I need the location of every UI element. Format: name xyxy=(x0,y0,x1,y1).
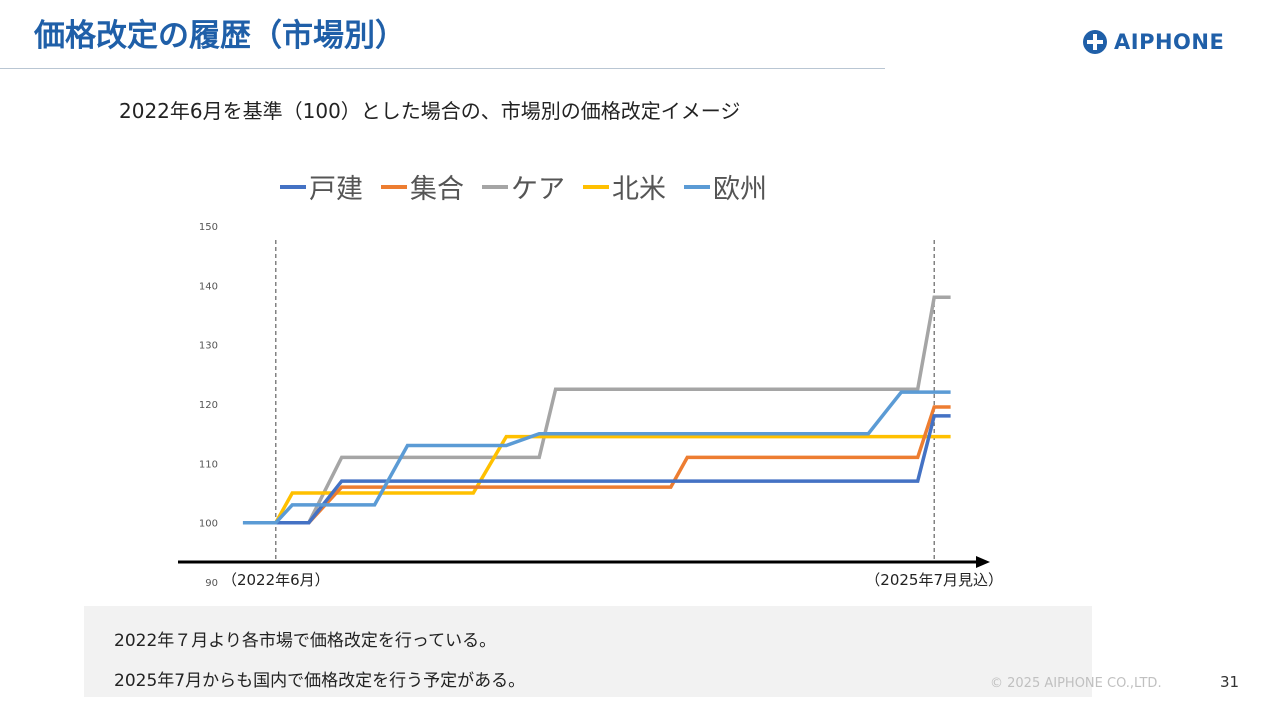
company-logo: AIPHONE xyxy=(1082,28,1224,56)
legend-label: 戸建 xyxy=(309,174,363,205)
x-annotation-label: （2022年6月） xyxy=(222,571,330,589)
legend-label: 北米 xyxy=(612,174,666,205)
legend-item-north-america: 北米 xyxy=(583,167,666,206)
chart-legend: 戸建 集合 ケア 北米 欧州 xyxy=(280,167,785,206)
y-tick-label: 90 xyxy=(205,578,218,589)
legend-label: 集合 xyxy=(410,174,464,205)
legend-swatch xyxy=(482,184,508,189)
note-line-2: 2025年7月からも国内で価格改定を行う予定がある。 xyxy=(114,671,526,691)
chart-subtitle: 2022年6月を基準（100）とした場合の、市場別の価格改定イメージ xyxy=(119,99,741,123)
series-line-2 xyxy=(275,295,951,525)
series-line-1 xyxy=(275,405,951,525)
copyright-text: © 2025 AIPHONE CO.,LTD. xyxy=(990,676,1162,691)
y-tick-label: 100 xyxy=(199,519,218,530)
title-divider xyxy=(0,68,885,69)
legend-item-europe: 欧州 xyxy=(684,167,767,206)
page-number: 31 xyxy=(1220,673,1240,691)
x-annotation-label: （2025年7月見込） xyxy=(865,571,1003,589)
legend-item-care: ケア xyxy=(482,167,565,206)
y-tick-label: 110 xyxy=(199,459,218,470)
legend-item-shugo: 集合 xyxy=(381,167,464,206)
aiphone-logo-icon xyxy=(1083,30,1107,54)
y-tick-label: 130 xyxy=(199,341,218,352)
y-tick-label: 150 xyxy=(199,222,218,233)
series-line-4 xyxy=(242,390,951,525)
note-line-1: 2022年７月より各市場で価格改定を行っている。 xyxy=(114,631,497,651)
logo-text: AIPHONE xyxy=(1114,30,1225,54)
x-axis-arrowhead xyxy=(976,556,990,568)
notes-box: 2022年７月より各市場で価格改定を行っている。 2025年7月からも国内で価格… xyxy=(84,606,1092,697)
page-title: 価格改定の履歴（市場別） xyxy=(34,18,406,54)
legend-swatch xyxy=(381,184,407,189)
legend-label: 欧州 xyxy=(713,174,767,205)
legend-label: ケア xyxy=(511,174,565,205)
y-tick-label: 140 xyxy=(199,281,218,292)
legend-swatch xyxy=(583,184,609,189)
series-line-0 xyxy=(275,414,951,525)
legend-swatch xyxy=(280,184,306,189)
y-tick-label: 120 xyxy=(199,400,218,411)
legend-swatch xyxy=(684,184,710,189)
legend-item-kodate: 戸建 xyxy=(280,167,363,206)
